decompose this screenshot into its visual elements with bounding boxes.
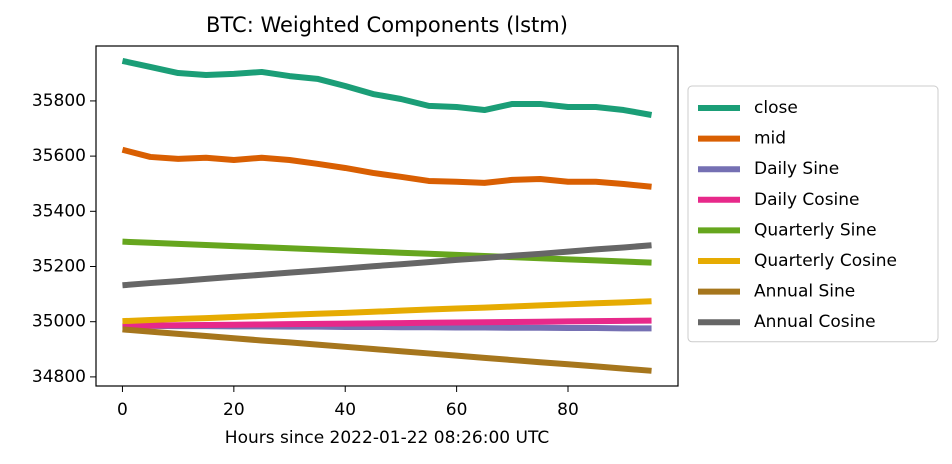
- y-tick-label: 35200: [32, 257, 86, 277]
- x-axis-label: Hours since 2022-01-22 08:26:00 UTC: [225, 428, 549, 448]
- series-line: [122, 317, 652, 329]
- x-tick-label: 60: [446, 400, 468, 420]
- x-tick-label: 0: [117, 400, 128, 420]
- series-line: [122, 298, 652, 325]
- y-tick-label: 35600: [32, 146, 86, 166]
- legend-label: Quarterly Sine: [754, 220, 877, 240]
- legend-label: Annual Cosine: [754, 312, 876, 332]
- legend-label: Daily Sine: [754, 159, 839, 179]
- plot-frame: [95, 45, 679, 387]
- x-tick-label: 80: [557, 400, 579, 420]
- y-tick-label: 35400: [32, 201, 86, 221]
- legend-box: [687, 85, 939, 343]
- y-tick-label: 35800: [32, 91, 86, 111]
- series-line: [122, 242, 652, 289]
- plot-area: [121, 57, 653, 374]
- legend-label: Annual Sine: [754, 282, 855, 302]
- series-line: [121, 146, 652, 190]
- x-tick-label: 20: [223, 400, 245, 420]
- y-tick-label: 34800: [32, 367, 86, 387]
- series-line: [122, 238, 652, 266]
- legend-label: mid: [754, 129, 786, 149]
- x-tick-label: 40: [334, 400, 356, 420]
- y-tick-label: 35000: [32, 312, 86, 332]
- chart-title: BTC: Weighted Components (lstm): [206, 13, 568, 37]
- legend-label: close: [754, 98, 798, 118]
- legend-label: Daily Cosine: [754, 190, 860, 210]
- series-line: [122, 326, 652, 374]
- series-line: [121, 57, 653, 118]
- legend-label: Quarterly Cosine: [754, 251, 897, 271]
